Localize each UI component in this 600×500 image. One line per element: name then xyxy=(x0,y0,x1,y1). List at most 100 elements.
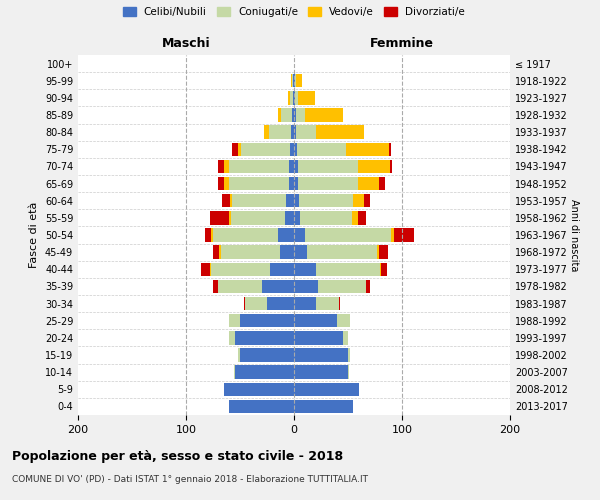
Bar xyxy=(290,91,293,104)
Bar xyxy=(264,126,269,139)
Bar xyxy=(380,262,382,276)
Bar xyxy=(294,74,295,88)
Bar xyxy=(286,194,294,207)
Bar xyxy=(358,211,367,224)
Bar xyxy=(238,142,241,156)
Bar xyxy=(229,331,235,344)
Bar xyxy=(213,228,278,241)
Bar xyxy=(294,314,337,328)
Bar xyxy=(211,262,270,276)
Bar xyxy=(298,91,314,104)
Bar xyxy=(262,280,294,293)
Bar xyxy=(377,246,379,259)
Bar xyxy=(229,160,289,173)
Bar xyxy=(296,74,302,88)
Bar xyxy=(232,211,286,224)
Bar xyxy=(224,177,229,190)
Bar xyxy=(382,262,387,276)
Text: Femmine: Femmine xyxy=(370,37,434,50)
Bar xyxy=(298,177,358,190)
Bar xyxy=(233,366,235,379)
Bar xyxy=(343,331,348,344)
Bar xyxy=(294,160,298,173)
Bar xyxy=(280,246,294,259)
Bar xyxy=(291,74,292,88)
Bar xyxy=(379,246,388,259)
Bar xyxy=(294,177,298,190)
Bar xyxy=(295,91,298,104)
Bar xyxy=(294,348,348,362)
Y-axis label: Anni di nascita: Anni di nascita xyxy=(569,199,579,271)
Bar xyxy=(286,211,294,224)
Bar xyxy=(290,142,294,156)
Legend: Celibi/Nubili, Coniugati/e, Vedovi/e, Divorziati/e: Celibi/Nubili, Coniugati/e, Vedovi/e, Di… xyxy=(119,2,469,21)
Bar xyxy=(238,348,240,362)
Bar xyxy=(218,177,224,190)
Bar xyxy=(240,348,294,362)
Bar xyxy=(348,366,349,379)
Bar xyxy=(267,297,294,310)
Bar xyxy=(270,262,294,276)
Text: Popolazione per età, sesso e stato civile - 2018: Popolazione per età, sesso e stato civil… xyxy=(12,450,343,463)
Bar xyxy=(213,246,220,259)
Bar xyxy=(235,331,294,344)
Bar xyxy=(293,74,294,88)
Bar xyxy=(292,108,294,122)
Bar xyxy=(221,246,280,259)
Bar xyxy=(379,177,385,190)
Bar xyxy=(291,126,294,139)
Bar xyxy=(294,400,353,413)
Bar xyxy=(358,177,379,190)
Bar xyxy=(229,211,232,224)
Bar xyxy=(337,314,350,328)
Bar xyxy=(289,160,294,173)
Text: Maschi: Maschi xyxy=(161,37,211,50)
Bar xyxy=(294,262,316,276)
Bar xyxy=(294,228,305,241)
Bar xyxy=(295,74,296,88)
Bar xyxy=(205,228,211,241)
Bar xyxy=(221,194,230,207)
Bar xyxy=(316,297,340,310)
Bar xyxy=(367,280,370,293)
Bar xyxy=(316,126,364,139)
Bar xyxy=(269,126,291,139)
Bar xyxy=(232,142,238,156)
Bar xyxy=(294,246,307,259)
Bar xyxy=(294,382,359,396)
Bar xyxy=(211,228,213,241)
Bar xyxy=(358,160,390,173)
Y-axis label: Fasce di età: Fasce di età xyxy=(29,202,39,268)
Bar xyxy=(294,331,343,344)
Bar xyxy=(307,246,377,259)
Bar xyxy=(294,91,295,104)
Bar xyxy=(296,126,316,139)
Bar xyxy=(305,108,343,122)
Bar xyxy=(240,314,294,328)
Bar xyxy=(294,194,299,207)
Bar xyxy=(220,246,221,259)
Bar xyxy=(218,160,224,173)
Bar xyxy=(293,91,294,104)
Bar xyxy=(346,142,389,156)
Bar xyxy=(299,194,353,207)
Bar xyxy=(348,348,350,362)
Bar xyxy=(210,211,229,224)
Bar xyxy=(292,74,293,88)
Bar xyxy=(294,142,297,156)
Bar xyxy=(301,211,352,224)
Bar xyxy=(287,91,290,104)
Bar xyxy=(318,280,367,293)
Bar xyxy=(201,262,210,276)
Bar xyxy=(218,280,262,293)
Bar xyxy=(296,108,305,122)
Text: COMUNE DI VO' (PD) - Dati ISTAT 1° gennaio 2018 - Elaborazione TUTTITALIA.IT: COMUNE DI VO' (PD) - Dati ISTAT 1° genna… xyxy=(12,475,368,484)
Bar xyxy=(232,194,286,207)
Bar xyxy=(316,262,380,276)
Bar xyxy=(394,228,414,241)
Bar xyxy=(353,194,364,207)
Bar xyxy=(305,228,391,241)
Bar xyxy=(391,228,394,241)
Bar xyxy=(294,211,301,224)
Bar xyxy=(229,400,294,413)
